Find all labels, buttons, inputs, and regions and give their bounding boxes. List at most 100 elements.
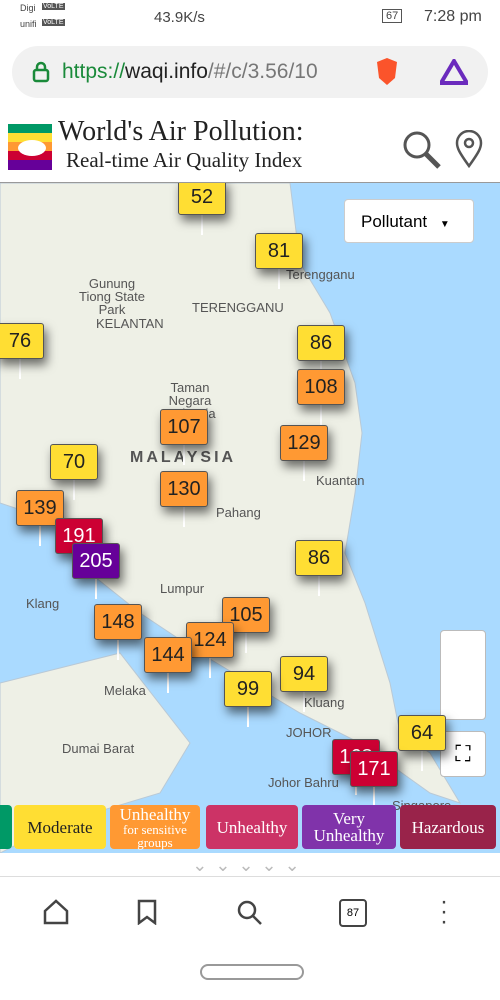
place-label: Pahang (216, 505, 261, 520)
legend-item: Hazardous (400, 805, 496, 849)
place-label: Melaka (104, 683, 146, 698)
place-label: MALAYSIA (130, 449, 236, 467)
marker-pin (320, 403, 322, 425)
fullscreen-button[interactable]: ⛶ (440, 731, 486, 777)
aqi-marker[interactable]: 70 (50, 444, 98, 480)
battery: 67 (382, 9, 403, 23)
aqi-marker[interactable]: 144 (144, 637, 192, 673)
url-host: waqi.info (125, 60, 208, 83)
bookmark-button[interactable] (136, 899, 158, 925)
marker-pin (19, 357, 21, 379)
title: World's Air Pollution: (58, 116, 304, 147)
aqi-marker[interactable]: 86 (295, 540, 343, 576)
map[interactable]: Pollutant ▼ ⛶ Terengganu TERENGGANU Gunung… (0, 183, 500, 853)
aqi-marker[interactable]: 205 (72, 543, 120, 579)
location-icon[interactable] (454, 130, 484, 170)
marker-pin (421, 749, 423, 771)
place-label: Terengganu (286, 267, 355, 282)
place-label: TERENGGANU (192, 300, 284, 315)
tag: VoLTE (42, 3, 65, 10)
legend-label: Unhealthy (216, 817, 288, 837)
legend-label: Very Unhealthy (313, 809, 385, 845)
legend-label: Unhealthy (119, 804, 191, 824)
rewards-icon[interactable] (440, 59, 468, 85)
carrier: unifi (20, 19, 37, 29)
url: https://waqi.info/#/c/3.56/10 (62, 60, 357, 84)
legend-sublabel: for sensitive groups (123, 821, 187, 850)
place-label: Johor Bahru (268, 775, 339, 790)
marker-pin (245, 631, 247, 653)
search-button[interactable] (236, 899, 264, 927)
menu-button[interactable]: · · · (440, 888, 448, 935)
aqi-marker[interactable]: 108 (297, 369, 345, 405)
marker-pin (183, 505, 185, 527)
marker-pin (303, 690, 305, 712)
legend-item: Very Unhealthy (302, 805, 396, 849)
place-label: KELANTAN (96, 316, 164, 331)
aqi-marker[interactable]: 86 (297, 325, 345, 361)
marker-pin (167, 671, 169, 693)
lock-icon (32, 61, 50, 83)
legend-item: Moderate (14, 805, 106, 849)
aqi-marker[interactable]: 76 (0, 323, 44, 359)
marker-pin (201, 213, 203, 235)
aqi-marker[interactable]: 124 (186, 622, 234, 658)
place-label: Kluang (304, 695, 345, 710)
status-bar: Digi VoLTE unifi VoLTE 43.9K/s 67 7:28 p… (0, 0, 500, 36)
tabs-button[interactable]: 87 (339, 899, 367, 927)
aqi-marker[interactable]: 81 (255, 233, 303, 269)
marker-pin (117, 638, 119, 660)
legend-good (0, 805, 12, 849)
aqi-marker[interactable]: 107 (160, 409, 208, 445)
marker-pin (95, 577, 97, 599)
marker-pin (278, 267, 280, 289)
aqi-marker[interactable]: 99 (224, 671, 272, 707)
tab-count: 87 (346, 907, 360, 919)
legend-label: Hazardous (411, 817, 485, 837)
site-header: World's Air Pollution: Real-time Air Qua… (0, 108, 500, 184)
marker-pin (73, 478, 75, 500)
logo (8, 124, 52, 170)
search-icon[interactable] (402, 130, 442, 170)
map-layer-buttons[interactable] (440, 630, 486, 720)
button-label: Pollutant (361, 212, 428, 231)
url-scheme: https:// (62, 60, 126, 83)
gesture-bar (200, 964, 304, 980)
legend-label: Moderate (27, 817, 93, 837)
place-label: Dumai Barat (62, 741, 135, 756)
marker-pin (303, 459, 305, 481)
place-label: Gunung Tiong State Park (78, 276, 145, 317)
place-label: Kuantan (316, 473, 365, 488)
marker-pin (209, 656, 211, 678)
marker-pin (373, 785, 375, 807)
marker-pin (247, 705, 249, 727)
marker-pin (39, 524, 41, 546)
time: 7:28 pm (424, 8, 482, 25)
aqi-marker[interactable]: 130 (160, 471, 208, 507)
place-label: Lumpur (160, 581, 205, 596)
legend-item: Unhealthy (206, 805, 298, 849)
bottom-nav: 87 · · · (0, 876, 500, 947)
legend-item: Unhealthy for sensitive groups (110, 805, 200, 849)
subtitle: Real-time Air Quality Index (66, 148, 303, 172)
home-button[interactable] (42, 899, 70, 925)
chevrons: ⌄⌄⌄⌄⌄ (192, 855, 308, 875)
marker-pin (183, 443, 185, 465)
aqi-marker[interactable]: 129 (280, 425, 328, 461)
brave-icon[interactable] (374, 57, 400, 87)
aqi-marker[interactable]: 148 (94, 604, 142, 640)
place-label: Klang (26, 596, 60, 611)
speed: 43.9K/s (154, 9, 205, 26)
tag: VoLTE (42, 19, 65, 26)
pollutant-button[interactable]: Pollutant ▼ (344, 199, 474, 243)
carrier: Digi (20, 3, 36, 13)
aqi-marker[interactable]: 64 (398, 715, 446, 751)
land (0, 183, 462, 853)
url-bar[interactable]: https://waqi.info/#/c/3.56/10 (12, 46, 488, 98)
aqi-marker[interactable]: 94 (280, 656, 328, 692)
marker-pin (318, 574, 320, 596)
url-path: /#/c/3.56/10 (207, 60, 318, 83)
aqi-marker[interactable]: 52 (178, 183, 226, 215)
aqi-marker[interactable]: 171 (350, 751, 398, 787)
